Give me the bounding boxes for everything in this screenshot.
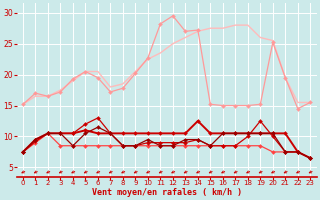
X-axis label: Vent moyen/en rafales ( km/h ): Vent moyen/en rafales ( km/h )	[92, 188, 242, 197]
